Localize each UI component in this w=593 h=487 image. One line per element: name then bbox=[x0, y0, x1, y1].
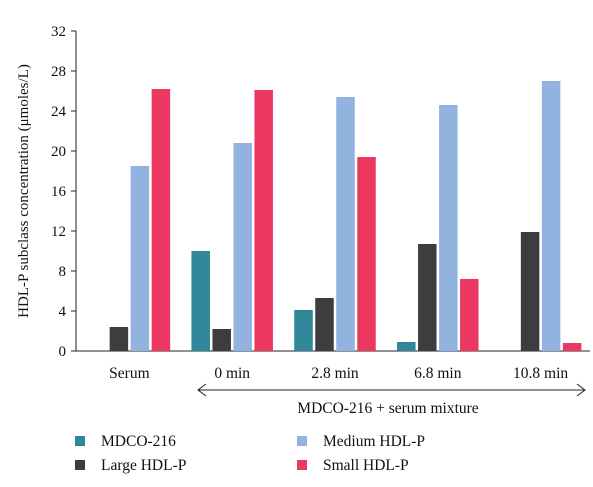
y-tick-label: 32 bbox=[51, 24, 66, 40]
legend-label: MDCO-216 bbox=[101, 433, 176, 450]
legend-swatch bbox=[75, 436, 85, 446]
y-tick-label: 24 bbox=[51, 104, 67, 120]
y-tick-label: 4 bbox=[59, 304, 67, 320]
x-tick-label: Serum bbox=[109, 365, 149, 382]
x-tick-label: 0 min bbox=[214, 365, 250, 382]
legend-label: Large HDL-P bbox=[101, 457, 186, 474]
bar bbox=[130, 166, 150, 351]
group-label: MDCO-216 + serum mixture bbox=[297, 400, 478, 417]
legend-swatch bbox=[297, 436, 307, 446]
y-tick-label: 20 bbox=[51, 144, 66, 160]
arrow-head-right bbox=[576, 383, 586, 397]
legend-swatch bbox=[75, 460, 85, 470]
y-tick-label: 28 bbox=[51, 64, 66, 80]
bar bbox=[562, 343, 582, 351]
y-tick-label: 0 bbox=[59, 344, 67, 360]
legend-label: Medium HDL-P bbox=[323, 433, 425, 450]
bar bbox=[212, 329, 231, 351]
bar bbox=[233, 143, 252, 351]
y-tick-label: 8 bbox=[59, 264, 67, 280]
x-tick-label: 10.8 min bbox=[513, 365, 568, 382]
bar bbox=[418, 244, 437, 351]
bar bbox=[294, 310, 313, 351]
group-bracket-arrow bbox=[197, 383, 586, 397]
x-tick-label: 2.8 min bbox=[311, 365, 359, 382]
bar bbox=[439, 105, 458, 351]
bar bbox=[541, 81, 561, 351]
x-tick-labels: Serum 0 min 2.8 min 6.8 min 10.8 min bbox=[109, 365, 568, 382]
x-tick-label: 6.8 min bbox=[414, 365, 462, 382]
arrow-head-left bbox=[197, 383, 207, 397]
y-axis-label: HDL-P subclass concentration (μmoles/L) bbox=[16, 64, 32, 318]
legend-label: Small HDL-P bbox=[323, 457, 409, 474]
legend-swatch bbox=[297, 460, 307, 470]
legend: MDCO-216 Medium HDL-P Large HDL-P Small HDL… bbox=[75, 433, 425, 474]
y-tick-label: 16 bbox=[51, 184, 67, 200]
bar bbox=[520, 232, 540, 351]
bar bbox=[191, 251, 210, 351]
bar bbox=[315, 298, 334, 351]
bar bbox=[254, 90, 273, 351]
y-ticks: 0 4 8 12 16 20 24 28 32 bbox=[51, 24, 76, 360]
bar bbox=[151, 89, 171, 351]
bar bbox=[397, 342, 416, 351]
bar bbox=[357, 157, 376, 351]
y-tick-label: 12 bbox=[51, 224, 66, 240]
bar bbox=[460, 279, 479, 351]
bar bbox=[336, 97, 355, 351]
bar bbox=[109, 327, 129, 351]
bars bbox=[109, 81, 582, 351]
